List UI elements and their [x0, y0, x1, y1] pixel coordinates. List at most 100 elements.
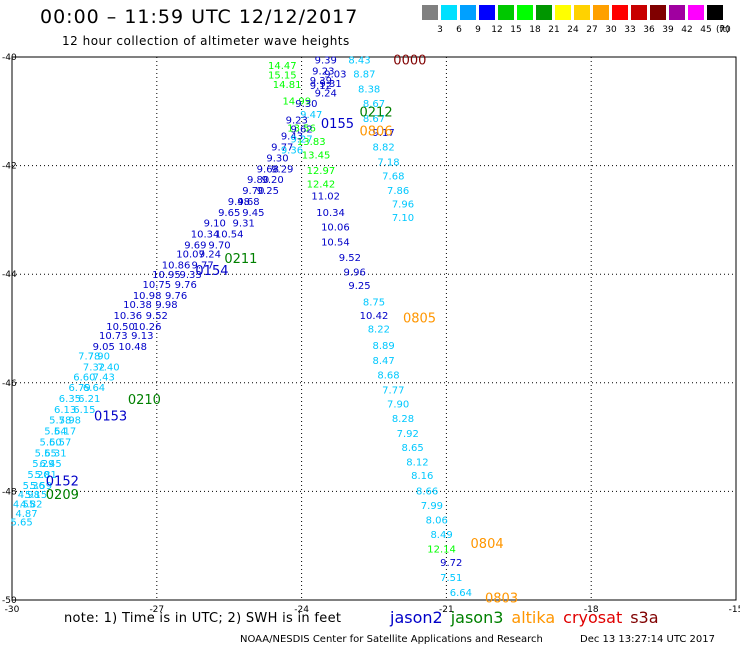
wave-height-point: 9.52 — [339, 253, 361, 264]
chart-subtitle: 12 hour collection of altimeter wave hei… — [62, 34, 350, 48]
legend-item: s3a — [630, 608, 659, 627]
wave-height-point: 10.75 — [142, 280, 171, 291]
wave-height-point: 11.02 — [311, 191, 340, 202]
wave-height-point: 4.82 — [20, 499, 42, 510]
track-time-label: 0806 — [360, 124, 393, 139]
scale-swatch — [422, 5, 438, 20]
satellite-legend: jason2 jason3 altika cryosat s3a — [390, 608, 667, 627]
wave-height-point: 9.23 — [286, 115, 308, 126]
legend-item: altika — [511, 608, 556, 627]
track-time-label: 0805 — [403, 312, 436, 327]
scale-swatch — [555, 5, 571, 20]
scale-swatch — [479, 5, 495, 20]
wave-height-point: 5.55 — [35, 448, 57, 459]
scale-label: 30 — [605, 25, 617, 35]
wave-height-point: 14.99 — [282, 96, 311, 107]
scale-swatch — [517, 5, 533, 20]
x-tick-label: -15 — [729, 605, 740, 615]
legend-item: jason3 — [450, 608, 504, 627]
wave-height-point: 4.98 — [18, 490, 40, 501]
wave-height-point: 9.77 — [192, 260, 214, 271]
wave-height-point: 10.73 — [99, 331, 128, 342]
wave-height-point: 5.36 — [23, 481, 45, 492]
scale-label: 45 — [700, 25, 712, 35]
x-tick-label: -27 — [149, 605, 164, 615]
wave-height-point: 7.18 — [377, 157, 399, 168]
wave-height-point: 9.20 — [262, 175, 284, 186]
track-time-label: 0804 — [471, 537, 504, 552]
wave-height-point: 6.17 — [54, 427, 76, 438]
wave-height-point: 9.10 — [204, 219, 226, 230]
wave-height-point: 7.90 — [387, 399, 409, 410]
wave-height-point: 8.06 — [426, 516, 448, 527]
wave-height-point: 7.99 — [421, 501, 443, 512]
scale-label: 21 — [548, 25, 560, 35]
wave-height-point: 10.86 — [162, 260, 191, 271]
y-tick-label: -40 — [2, 53, 17, 63]
wave-height-point: 7.40 — [97, 363, 119, 374]
wave-height-point: 4.55 — [13, 499, 35, 510]
wave-height-point: 9.70 — [242, 186, 264, 197]
wave-height-point: 9.52 — [146, 311, 168, 322]
wave-height-point: 9.30 — [266, 153, 288, 164]
wave-height-point: 9.17 — [373, 128, 395, 139]
footer-timestamp: Dec 13 13:27:14 UTC 2017 — [580, 634, 715, 645]
scale-label: 42 — [681, 25, 693, 35]
wave-height-point: 12.97 — [307, 166, 336, 177]
y-tick-label: -46 — [2, 379, 17, 389]
wave-height-point: 6.21 — [78, 394, 100, 405]
wave-height-point: 8.38 — [358, 84, 380, 95]
wave-height-point: 9.70 — [208, 240, 230, 251]
wave-height-point: 8.66 — [416, 486, 438, 497]
wave-height-point: 4.87 — [15, 509, 37, 520]
scale-swatch — [498, 5, 514, 20]
scale-swatch — [574, 5, 590, 20]
wave-height-point: 9.76 — [175, 280, 197, 291]
scale-swatch — [688, 5, 704, 20]
wave-height-point: 7.68 — [382, 171, 404, 182]
wave-height-point: 10.07 — [176, 250, 205, 261]
wave-height-point: 10.34 — [191, 229, 220, 240]
wave-height-point: 10.26 — [133, 322, 162, 333]
wave-height-point: 9.39 — [315, 56, 337, 67]
wave-height-point: 8.82 — [373, 143, 395, 154]
wave-height-point: 10.95 — [152, 270, 181, 281]
wave-height-point: 8.49 — [430, 530, 452, 541]
wave-height-point: 8.28 — [392, 414, 414, 425]
wave-height-point: 5.54 — [44, 427, 66, 438]
wave-height-point: 9.25 — [348, 281, 370, 292]
wave-height-point: 5.29 — [32, 459, 54, 470]
wave-height-point: 7.86 — [387, 186, 409, 197]
wave-height-point: 9.80 — [247, 175, 269, 186]
scale-label: 12 — [491, 25, 503, 35]
wave-height-point: 7.78 — [78, 352, 100, 363]
wave-height-point: 6.64 — [83, 383, 105, 394]
scale-label: 3 — [437, 25, 443, 35]
scale-label: 24 — [567, 25, 579, 35]
wave-height-point: 5.81 — [35, 470, 57, 481]
wave-height-point: 9.45 — [242, 208, 264, 219]
scale-swatch — [707, 5, 723, 20]
wave-height-point: 12.14 — [427, 544, 456, 555]
wave-height-point: 8.89 — [373, 341, 395, 352]
wave-height-point: 8.65 — [401, 443, 423, 454]
x-tick-label: -21 — [439, 605, 454, 615]
wave-height-point: 9.24 — [315, 88, 337, 99]
track-time-label: 0153 — [94, 409, 127, 424]
wave-height-point: 9.36 — [281, 145, 303, 156]
wave-height-point: 5.59 — [30, 481, 52, 492]
wave-height-point: 10.54 — [321, 238, 350, 249]
wave-height-point: 6.15 — [73, 405, 95, 416]
wave-height-point: 9.31 — [233, 219, 255, 230]
wave-height-point: 6.35 — [59, 394, 81, 405]
legend-item: jason2 — [390, 608, 443, 627]
wave-height-point: 10.38 — [123, 300, 152, 311]
scale-label: 6 — [456, 25, 462, 35]
x-tick-label: -24 — [294, 605, 309, 615]
scale-label: 70 — [719, 25, 731, 35]
wave-height-point: 7.96 — [392, 200, 414, 211]
wave-height-point: 5.20 — [27, 470, 49, 481]
wave-height-point: 5.15 — [25, 490, 47, 501]
y-tick-label: -48 — [2, 487, 17, 497]
track-time-label: 0155 — [321, 117, 354, 132]
